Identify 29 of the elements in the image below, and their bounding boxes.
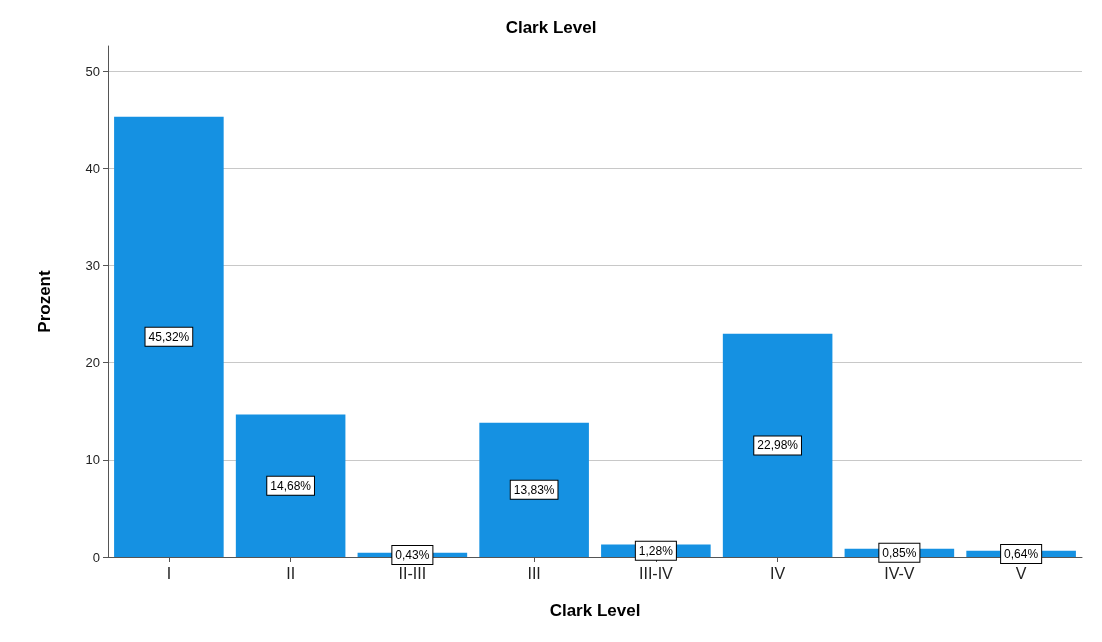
x-tick-label: III-IV xyxy=(638,564,674,582)
data-label: 14,68% xyxy=(270,478,312,493)
bar xyxy=(722,333,833,557)
x-axis-title: Clark Level xyxy=(549,601,641,620)
x-tick-label: II xyxy=(286,564,296,582)
data-label: 1,28% xyxy=(638,543,674,558)
y-tick-label: 50 xyxy=(85,63,100,79)
x-tick-label: II-III xyxy=(398,564,427,582)
y-tick-label: 40 xyxy=(85,160,100,176)
x-tick-label: I xyxy=(166,564,172,582)
y-tick-label: 0 xyxy=(92,549,100,565)
bar xyxy=(479,422,589,557)
data-label: 22,98% xyxy=(757,438,799,453)
y-tick-label: 30 xyxy=(85,258,100,274)
x-tick-label: IV-V xyxy=(884,564,915,582)
data-label: 0,64% xyxy=(1004,546,1039,561)
x-tick-label: V xyxy=(1015,564,1027,582)
data-label: 0,43% xyxy=(395,547,430,562)
x-tick-label: III xyxy=(527,564,541,582)
chart-title: Clark Level xyxy=(505,18,597,37)
x-tick-label: IV xyxy=(770,564,786,582)
bar xyxy=(114,116,224,557)
data-label: 45,32% xyxy=(148,329,190,344)
data-label: 13,83% xyxy=(513,482,555,497)
y-axis-title: Prozent xyxy=(35,269,54,333)
data-label: 0,85% xyxy=(882,545,917,560)
bar xyxy=(235,414,346,557)
y-tick-label: 10 xyxy=(85,452,100,468)
y-tick-label: 20 xyxy=(85,355,100,371)
